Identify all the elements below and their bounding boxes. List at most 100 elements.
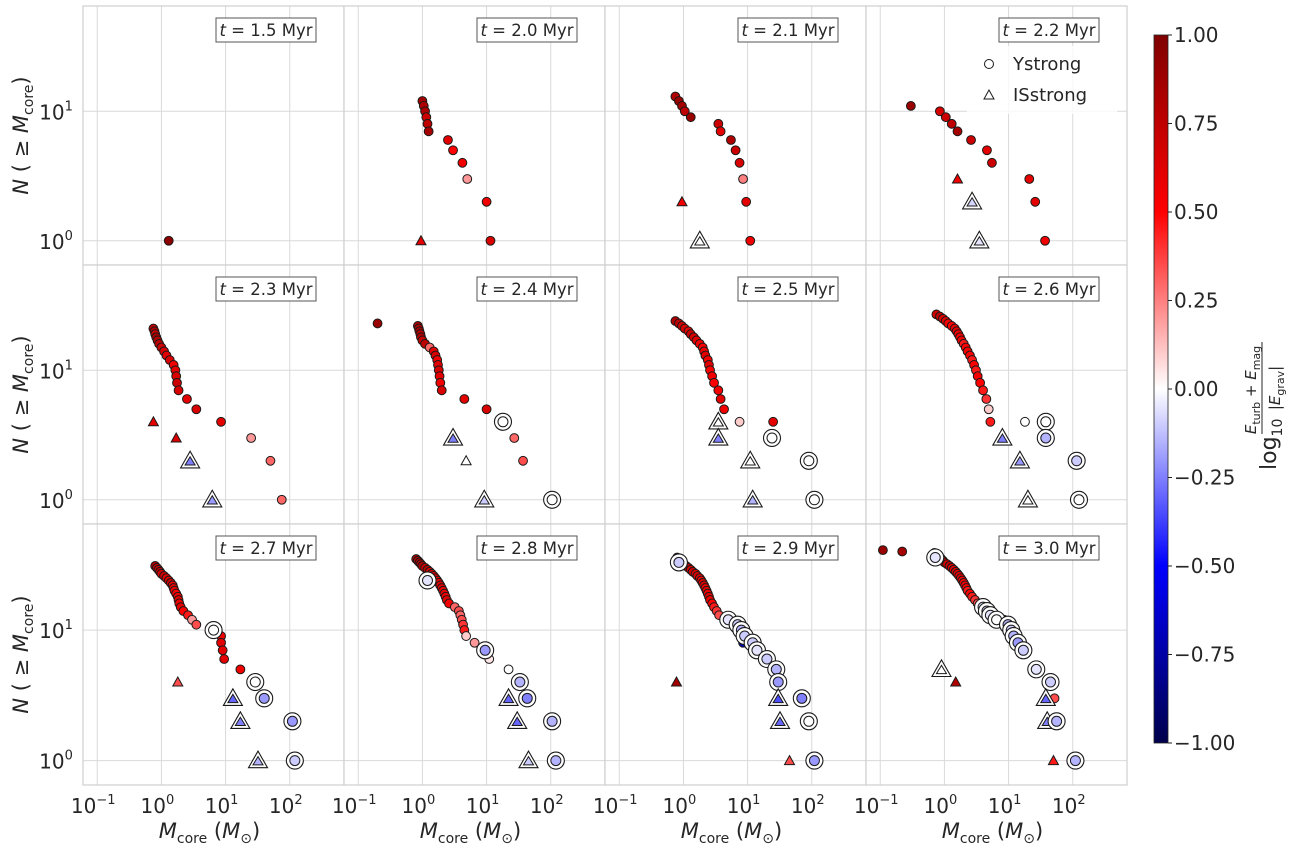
y-label-close: ) <box>9 595 33 603</box>
isstrong-point <box>746 494 759 505</box>
time-label-text: t = 3.0 Myr <box>1002 539 1095 558</box>
panel-11: t = 2.9 Myr <box>604 523 867 786</box>
panel-background <box>605 265 866 524</box>
core-point <box>877 545 888 556</box>
panel-4: t = 2.2 Myr Ystrong ISstrong <box>865 5 1128 266</box>
isstrong-point <box>502 693 515 704</box>
core-point <box>469 637 480 648</box>
x-label-var: M <box>681 819 699 843</box>
time-label-box <box>476 17 578 43</box>
colorbar-label-numerator: Eturb + Emag <box>1242 346 1263 434</box>
core-point <box>246 433 257 443</box>
colorbar-gradient <box>1153 34 1169 744</box>
tick-base: 10 <box>854 794 879 818</box>
core-point <box>715 126 726 137</box>
time-value: = 2.7 Myr <box>226 539 313 558</box>
ystrong-point <box>258 692 270 704</box>
time-label-text: t = 2.5 Myr <box>741 280 834 299</box>
tick-exponent: 2 <box>555 793 563 808</box>
core-point <box>443 135 453 145</box>
x-tick-label: 10−1 <box>71 793 116 818</box>
triangle-point <box>460 454 472 466</box>
ystrong-point <box>1051 715 1063 727</box>
time-variable: t <box>1002 280 1009 299</box>
core-point <box>726 135 736 145</box>
tick-exponent: −1 <box>357 793 376 808</box>
x-axis-label: Mcore (M⊙) <box>159 819 260 846</box>
time-value: = 2.3 Myr <box>226 280 313 299</box>
time-value: = 2.5 Myr <box>748 280 835 299</box>
x-label-open: ( <box>207 819 222 843</box>
core-point <box>163 235 174 246</box>
core-point <box>934 106 945 117</box>
tick-base: 10 <box>402 794 427 818</box>
core-point <box>276 494 287 505</box>
time-label-text: t = 2.1 Myr <box>741 21 834 40</box>
isstrong-point <box>227 693 239 704</box>
x-label-close: ) <box>252 819 260 843</box>
core-point <box>219 654 230 664</box>
triangle-point <box>171 675 184 687</box>
ystrong-point <box>208 624 220 636</box>
x-label-open: ( <box>468 819 483 843</box>
isstrong-point <box>935 664 948 675</box>
triangle-point <box>415 234 427 246</box>
tick-exponent: −1 <box>96 793 115 808</box>
ystrong-point <box>546 494 558 506</box>
tick-base: 10 <box>663 794 688 818</box>
isstrong-point <box>1022 494 1034 505</box>
core-point <box>741 196 752 207</box>
x-label-unit: M <box>1005 819 1023 843</box>
num-e2: E <box>1242 370 1260 380</box>
panel-background <box>344 524 605 785</box>
tick-base: 10 <box>269 794 294 818</box>
core-point <box>1020 416 1030 427</box>
core-point <box>719 404 729 415</box>
time-value: = 2.4 Myr <box>487 280 574 299</box>
tick-base: 10 <box>727 794 752 818</box>
time-variable: t <box>1002 21 1009 40</box>
core-point <box>966 135 976 145</box>
panel-time-label: t = 2.9 Myr <box>737 535 839 561</box>
x-label-unit-sub: ⊙ <box>762 831 774 846</box>
x-tick-label: 100 <box>663 793 697 818</box>
ystrong-point <box>751 644 763 656</box>
x-label-sub: core <box>960 831 990 846</box>
time-label-box <box>737 276 839 302</box>
tick-exponent: 1 <box>65 99 73 114</box>
ystrong-point <box>249 676 261 688</box>
x-tick-label: 102 <box>791 793 825 818</box>
log-text: log <box>1257 436 1282 470</box>
panel-8: t = 2.6 Myr <box>865 264 1128 525</box>
core-point <box>985 416 996 427</box>
ystrong-point <box>514 676 526 688</box>
isstrong-point <box>744 455 757 466</box>
tick-exponent: 0 <box>65 749 73 764</box>
x-label-close: ) <box>774 819 782 843</box>
panel-background <box>83 265 344 524</box>
gridlines <box>344 265 605 524</box>
tick-base: 10 <box>39 359 64 383</box>
tick-exponent: 2 <box>294 793 302 808</box>
panel-time-label: t = 2.5 Myr <box>737 276 839 302</box>
isstrong-point <box>206 494 219 505</box>
panel-6: t = 2.4 Myr <box>343 264 606 525</box>
core-point <box>518 455 528 466</box>
core-point <box>745 235 756 246</box>
y-tick-label: 101 <box>39 358 73 383</box>
y-label-sub: core <box>21 85 37 115</box>
tick-exponent: 1 <box>752 793 760 808</box>
ystrong-point <box>421 574 433 586</box>
core-point <box>191 404 202 415</box>
x-label-unit: M <box>222 819 240 843</box>
ystrong-point <box>1073 494 1085 506</box>
ystrong-point <box>929 551 941 563</box>
ystrong-point <box>808 494 820 506</box>
y-label-var: N <box>9 438 33 454</box>
num-e1-sub: turb <box>1250 402 1263 425</box>
den-e: |E <box>1266 395 1284 410</box>
ystrong-point <box>1040 432 1052 444</box>
isstrong-point <box>1039 693 1052 704</box>
tick-exponent: 0 <box>166 793 174 808</box>
